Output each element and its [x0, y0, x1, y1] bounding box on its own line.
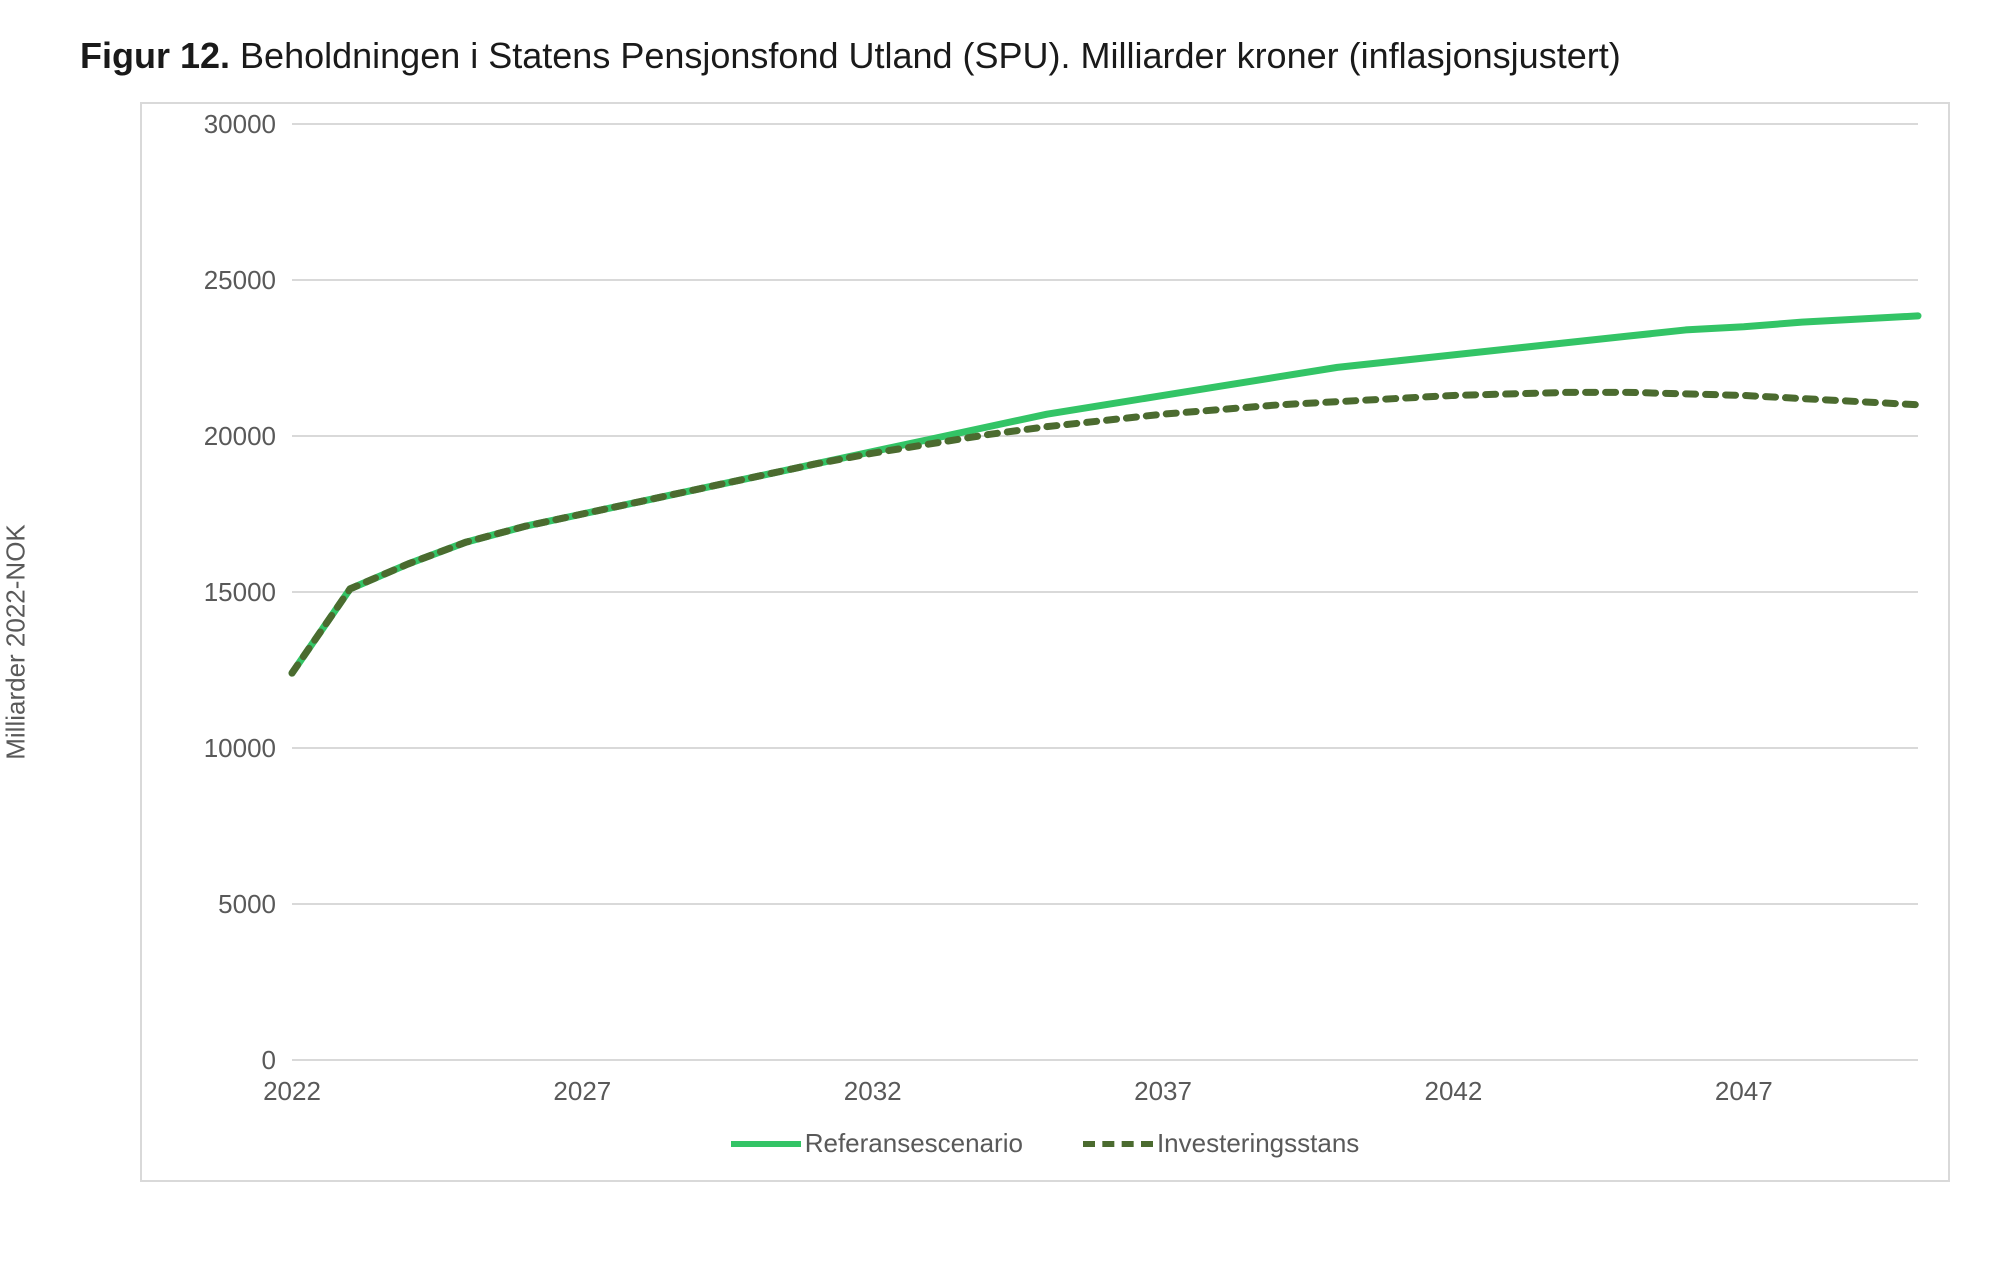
y-tick-label: 20000	[204, 421, 276, 451]
series-line	[292, 393, 1918, 674]
legend-item: Investeringsstans	[1083, 1128, 1359, 1159]
legend-swatch	[731, 1141, 801, 1147]
x-tick-label: 2037	[1134, 1076, 1192, 1106]
y-tick-label: 0	[262, 1045, 276, 1075]
legend-label: Investeringsstans	[1157, 1128, 1359, 1159]
figure-title-text: Beholdningen i Statens Pensjonsfond Utla…	[230, 35, 1621, 76]
y-tick-label: 30000	[204, 109, 276, 139]
y-axis-label: Milliarder 2022-NOK	[1, 524, 32, 760]
chart-container: Milliarder 2022-NOK 05000100001500020000…	[140, 102, 1950, 1182]
figure-title: Figur 12. Beholdningen i Statens Pensjon…	[80, 30, 1780, 82]
x-tick-label: 2042	[1425, 1076, 1483, 1106]
y-tick-label: 15000	[204, 577, 276, 607]
x-tick-label: 2032	[844, 1076, 902, 1106]
x-tick-label: 2027	[553, 1076, 611, 1106]
y-tick-label: 5000	[218, 889, 276, 919]
y-tick-label: 25000	[204, 265, 276, 295]
legend: Referansescenario Investeringsstans	[142, 1120, 1948, 1173]
line-chart: 0 5000 10000 15000 20000 25000 30000 2022 2027 20…	[142, 104, 1948, 1120]
y-tick-label: 10000	[204, 733, 276, 763]
legend-swatch	[1083, 1141, 1153, 1147]
figure-number: Figur 12.	[80, 35, 230, 76]
x-tick-label: 2047	[1715, 1076, 1773, 1106]
legend-item: Referansescenario	[731, 1128, 1023, 1159]
legend-label: Referansescenario	[805, 1128, 1023, 1159]
series-line	[292, 316, 1918, 673]
x-tick-label: 2022	[263, 1076, 321, 1106]
